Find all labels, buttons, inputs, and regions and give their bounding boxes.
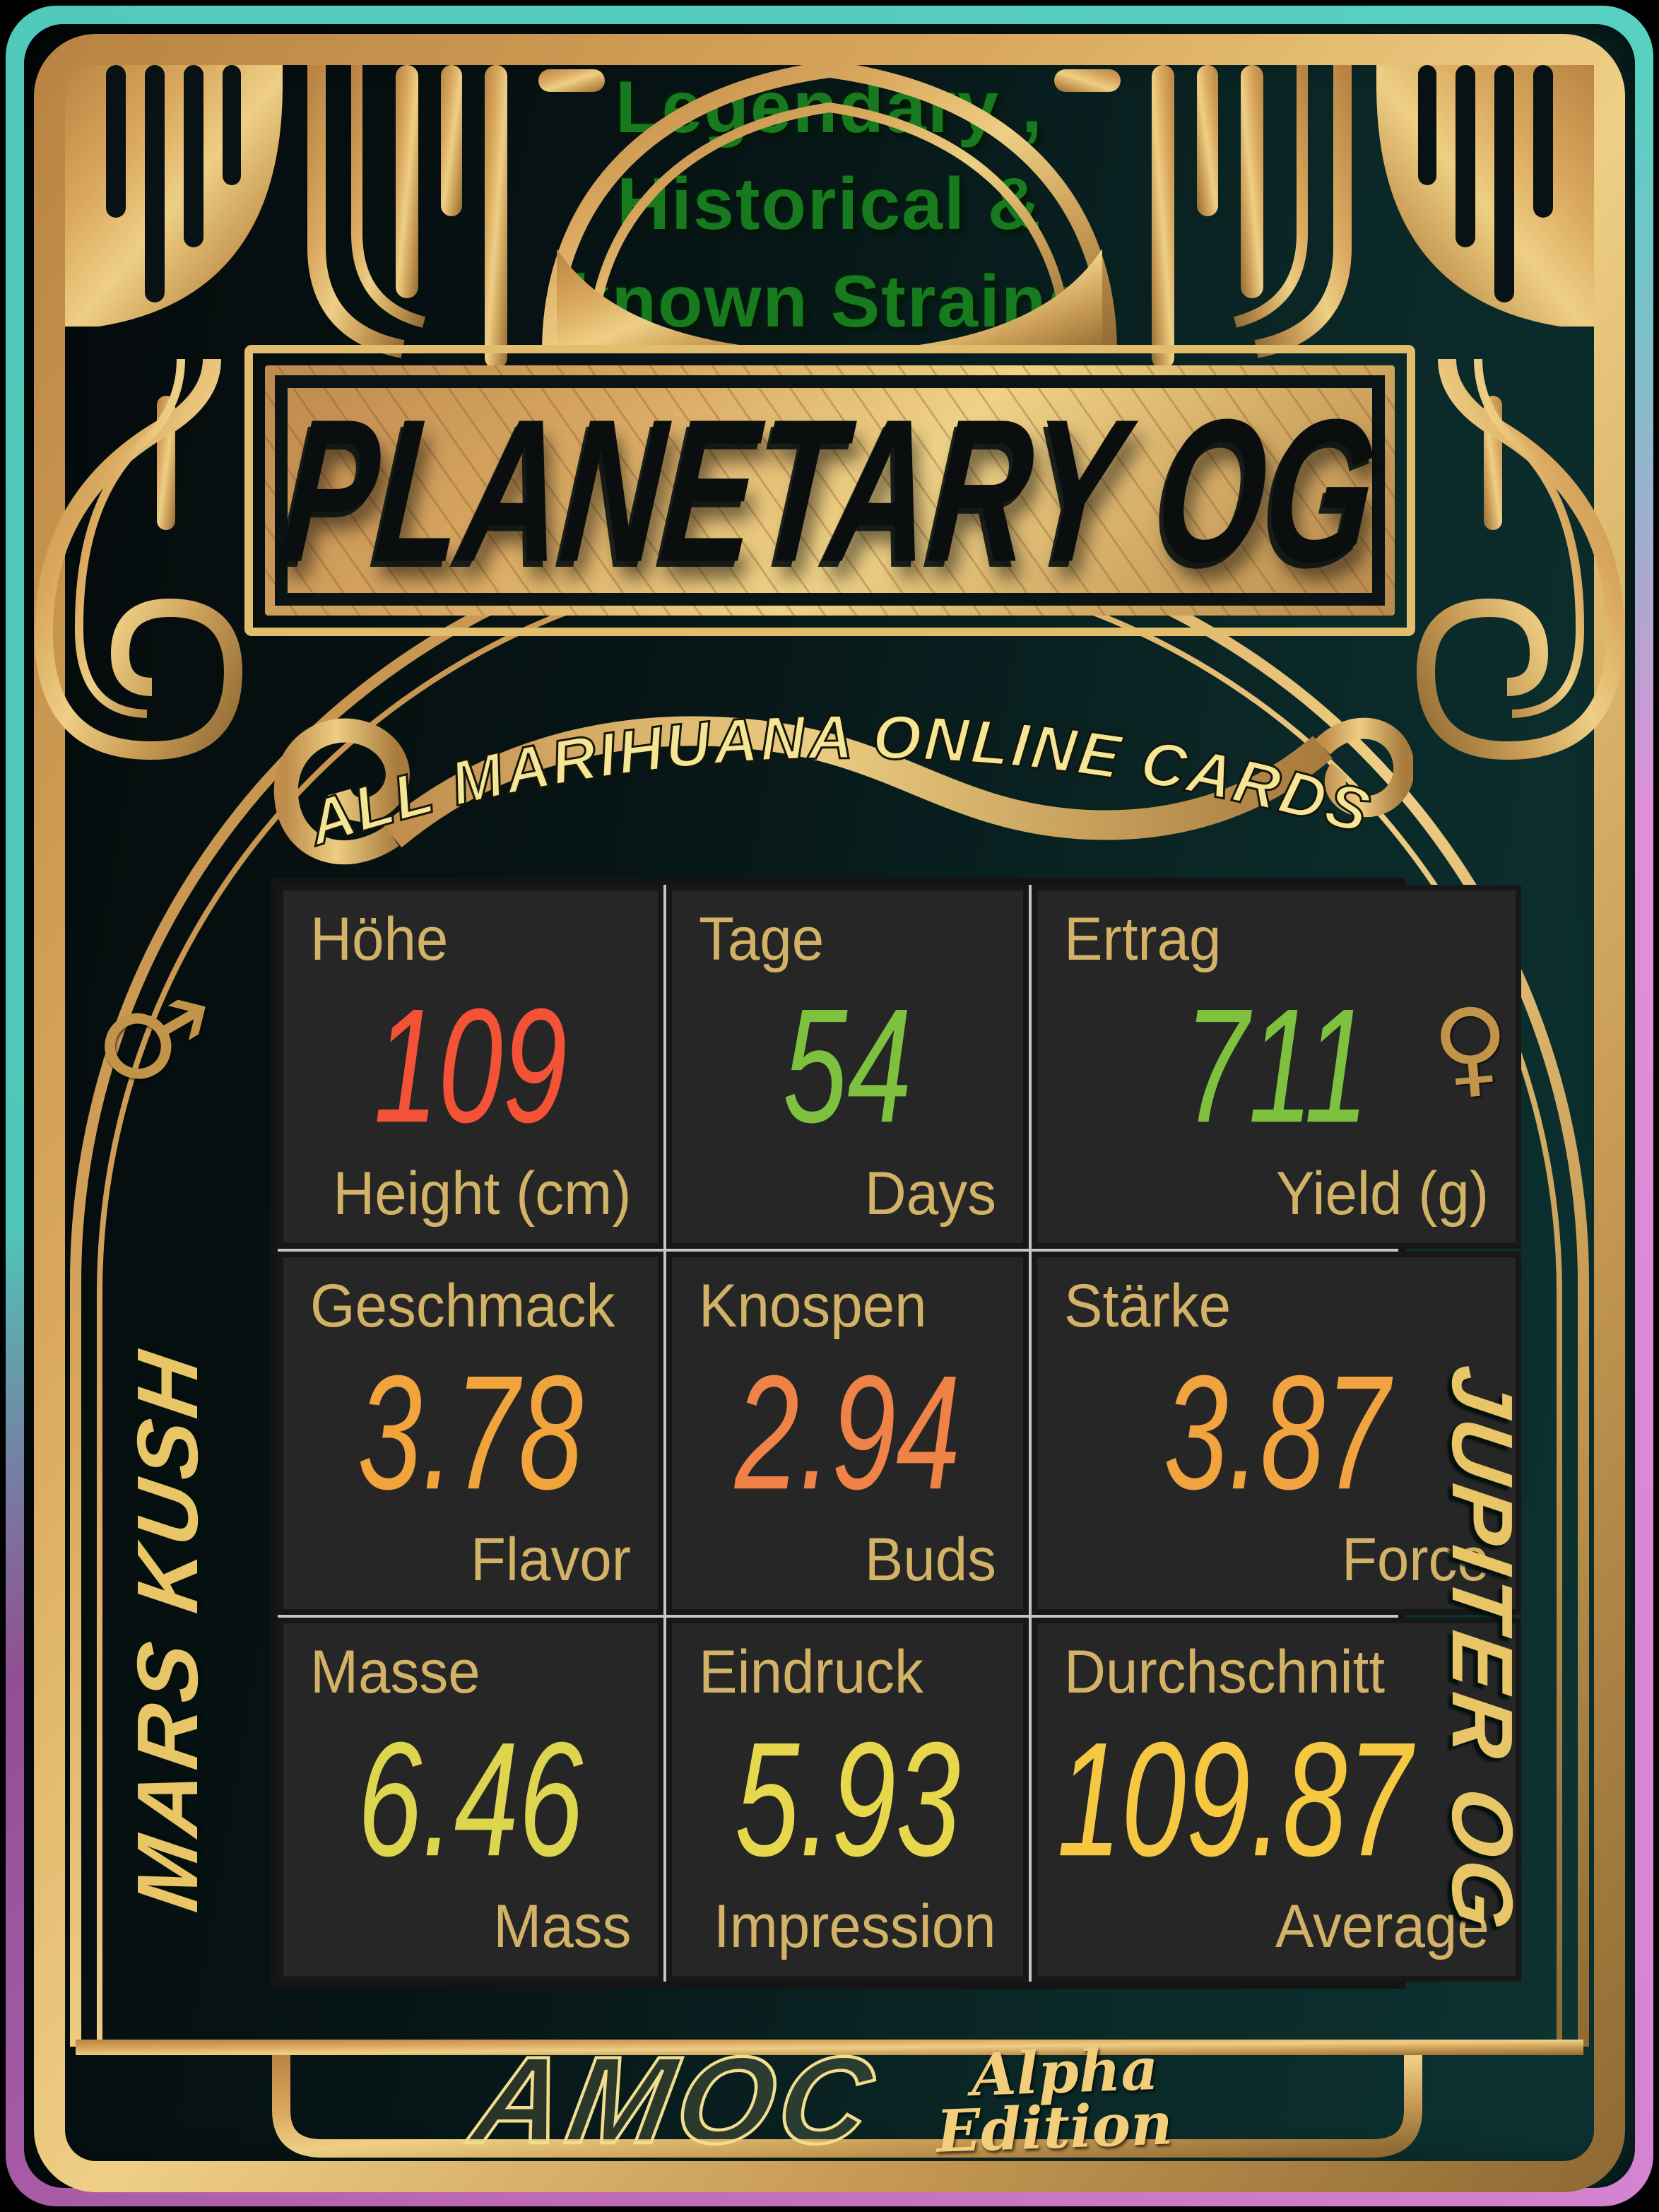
edition-label: Alpha Edition [933,2035,1174,2166]
banner-wave [382,716,1333,848]
stat-value: 5.93 [734,1708,960,1890]
stat-label-en: Days [864,1159,996,1228]
stat-label-en: Mass [492,1892,632,1960]
title-plate: PLANETARY OG [265,365,1395,616]
stat-cell-ertrag: Ertrag 711 Yield (g) [1031,885,1522,1249]
stat-value: 54 [783,975,912,1157]
title-plate-border [275,375,1385,606]
header-line-2: Historical & [617,163,1042,246]
stat-label-de: Geschmack [310,1271,615,1340]
stat-value: 711 [1183,975,1369,1157]
stat-label-en: Flavor [471,1526,632,1594]
stat-label-en: Height (cm) [332,1159,632,1228]
stat-value: 109 [374,975,567,1157]
stat-value: 2.94 [734,1342,960,1524]
stat-cell-durchschnitt: Durchschnitt 109.87 Average [1031,1618,1522,1982]
stat-label-de: Durchschnitt [1063,1638,1385,1707]
stat-label-de: Masse [310,1638,480,1707]
stat-label-en: Yield (g) [1276,1159,1489,1228]
stat-value: 6.46 [358,1708,584,1890]
stat-value: 109.87 [1056,1708,1412,1890]
stat-label-en: Buds [864,1526,996,1594]
right-parent-name: JUPITER OG [1434,1360,1530,1939]
banner-curl-left [273,718,410,864]
stat-cell-staerke: Stärke 3.87 Force [1031,1251,1522,1616]
stat-label-de: Knospen [699,1271,927,1340]
card-title: PLANETARY OG [275,377,1385,604]
stat-value: 3.87 [1163,1342,1390,1524]
footer-banner: AMOC Alpha Edition [304,2030,1342,2172]
edition-line-2: Edition [935,2089,1174,2166]
brand-logo: AMOC [461,2030,890,2172]
left-parent-name: MARS KUSH [119,1343,216,1917]
stat-label-en: Force [1341,1526,1489,1594]
stat-cell-hoehe: Höhe 109 Height (cm) [278,885,664,1249]
arch-fan-right [845,249,1102,352]
stat-label-en: Impression [714,1892,996,1960]
banner-text: ALL MARIHUANA ONLINE CARDS [298,702,1379,859]
stat-cell-eindruck: Eindruck 5.93 Impression [666,1618,1029,1982]
stat-label-de: Tage [699,905,825,973]
stat-cell-geschmack: Geschmack 3.78 Flavor [278,1251,664,1616]
stat-cell-tage: Tage 54 Days [666,885,1029,1249]
footer-bracket [272,2055,1422,2158]
arch-fan-left [557,249,814,352]
title-plate-frame: PLANETARY OG [244,345,1415,636]
stats-grid: Höhe 109 Height (cm) Tage 54 Days Ertrag… [271,878,1522,1989]
footer-top-line [76,2040,1583,2055]
stat-cell-masse: Masse 6.46 Mass [278,1618,664,1982]
center-arch-inner [587,102,1072,353]
stat-value: 3.78 [358,1342,584,1524]
stat-label-de: Ertrag [1063,905,1222,973]
stat-cell-knospen: Knospen 2.94 Buds [666,1251,1029,1616]
subtitle-banner: ALL MARIHUANA ONLINE CARDS [273,700,1413,864]
stat-label-de: Stärke [1063,1271,1231,1340]
venus-symbol-icon: ♀ [1427,983,1515,1112]
stat-label-en: Average [1275,1892,1489,1960]
stat-label-de: Eindruck [699,1638,923,1707]
outer-gold-ring [34,34,1625,2192]
stat-label-de: Höhe [310,905,449,973]
banner-curl-right [1315,717,1413,818]
center-arch-outer [542,60,1117,353]
